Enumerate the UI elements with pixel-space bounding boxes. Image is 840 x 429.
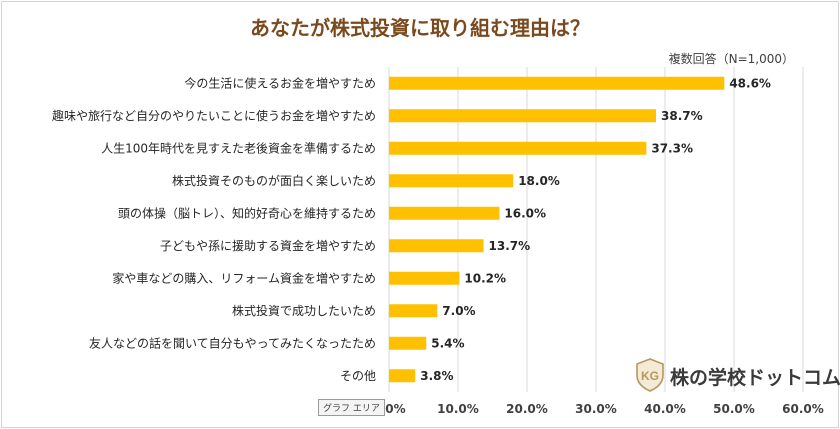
x-tick-label: 20.0%	[506, 402, 548, 416]
data-label: 38.7%	[661, 109, 703, 123]
bar	[389, 369, 416, 383]
logo-shield-icon: KG	[636, 358, 664, 392]
x-tick-label: 10.0%	[437, 402, 479, 416]
bar	[389, 239, 484, 253]
logo-text: 株の学校ドットコム	[670, 367, 840, 389]
x-tick-label: 50.0%	[713, 402, 755, 416]
logo: KG 株の学校ドットコム	[636, 358, 840, 394]
response-note: 複数回答（N=1,000）	[668, 52, 794, 66]
bar	[389, 336, 427, 350]
bar	[389, 141, 647, 155]
bar	[389, 76, 725, 90]
data-label: 3.8%	[420, 369, 453, 383]
data-label: 7.0%	[442, 304, 475, 318]
x-tick-label: 40.0%	[644, 402, 686, 416]
category-label: 株式投資で成功したいため	[232, 303, 376, 318]
data-label: 37.3%	[651, 141, 693, 155]
data-label: 10.2%	[464, 271, 506, 285]
bar	[389, 304, 438, 318]
data-label: 13.7%	[489, 239, 531, 253]
category-label: 株式投資そのものが面白く楽しいため	[172, 173, 376, 188]
category-label: 今の生活に使えるお金を増やすため	[184, 75, 376, 90]
chart-title: あなたが株式投資に取り組む理由は？	[250, 16, 590, 40]
category-label: 人生100年時代を見すえた老後資金を準備するため	[101, 140, 376, 155]
bar	[389, 271, 460, 285]
chart-area-tooltip: グラフ エリア	[318, 399, 385, 416]
category-label: 趣味や旅行など自分のやりたいことに使うお金を増やすため	[52, 108, 376, 123]
category-label: 頭の体操（脳トレ）、知的好奇心を維持するため	[118, 205, 376, 220]
bar	[389, 174, 514, 188]
data-label: 18.0%	[518, 174, 560, 188]
category-label: その他	[340, 369, 376, 383]
bar	[389, 109, 657, 123]
data-label: 16.0%	[504, 206, 546, 220]
data-label: 48.6%	[729, 76, 771, 90]
category-label: 友人などの話を聞いて自分もやってみたくなったため	[89, 335, 376, 350]
x-tick-label: 60.0%	[782, 402, 824, 416]
x-tick-label: 30.0%	[575, 402, 617, 416]
logo-mark-letters: KG	[641, 369, 659, 383]
data-label: 5.4%	[431, 336, 464, 350]
bar	[389, 206, 500, 220]
category-label: 子どもや孫に援助する資金を増やすため	[160, 238, 376, 253]
category-label: 家や車などの購入、リフォーム資金を増やすため	[112, 270, 376, 285]
